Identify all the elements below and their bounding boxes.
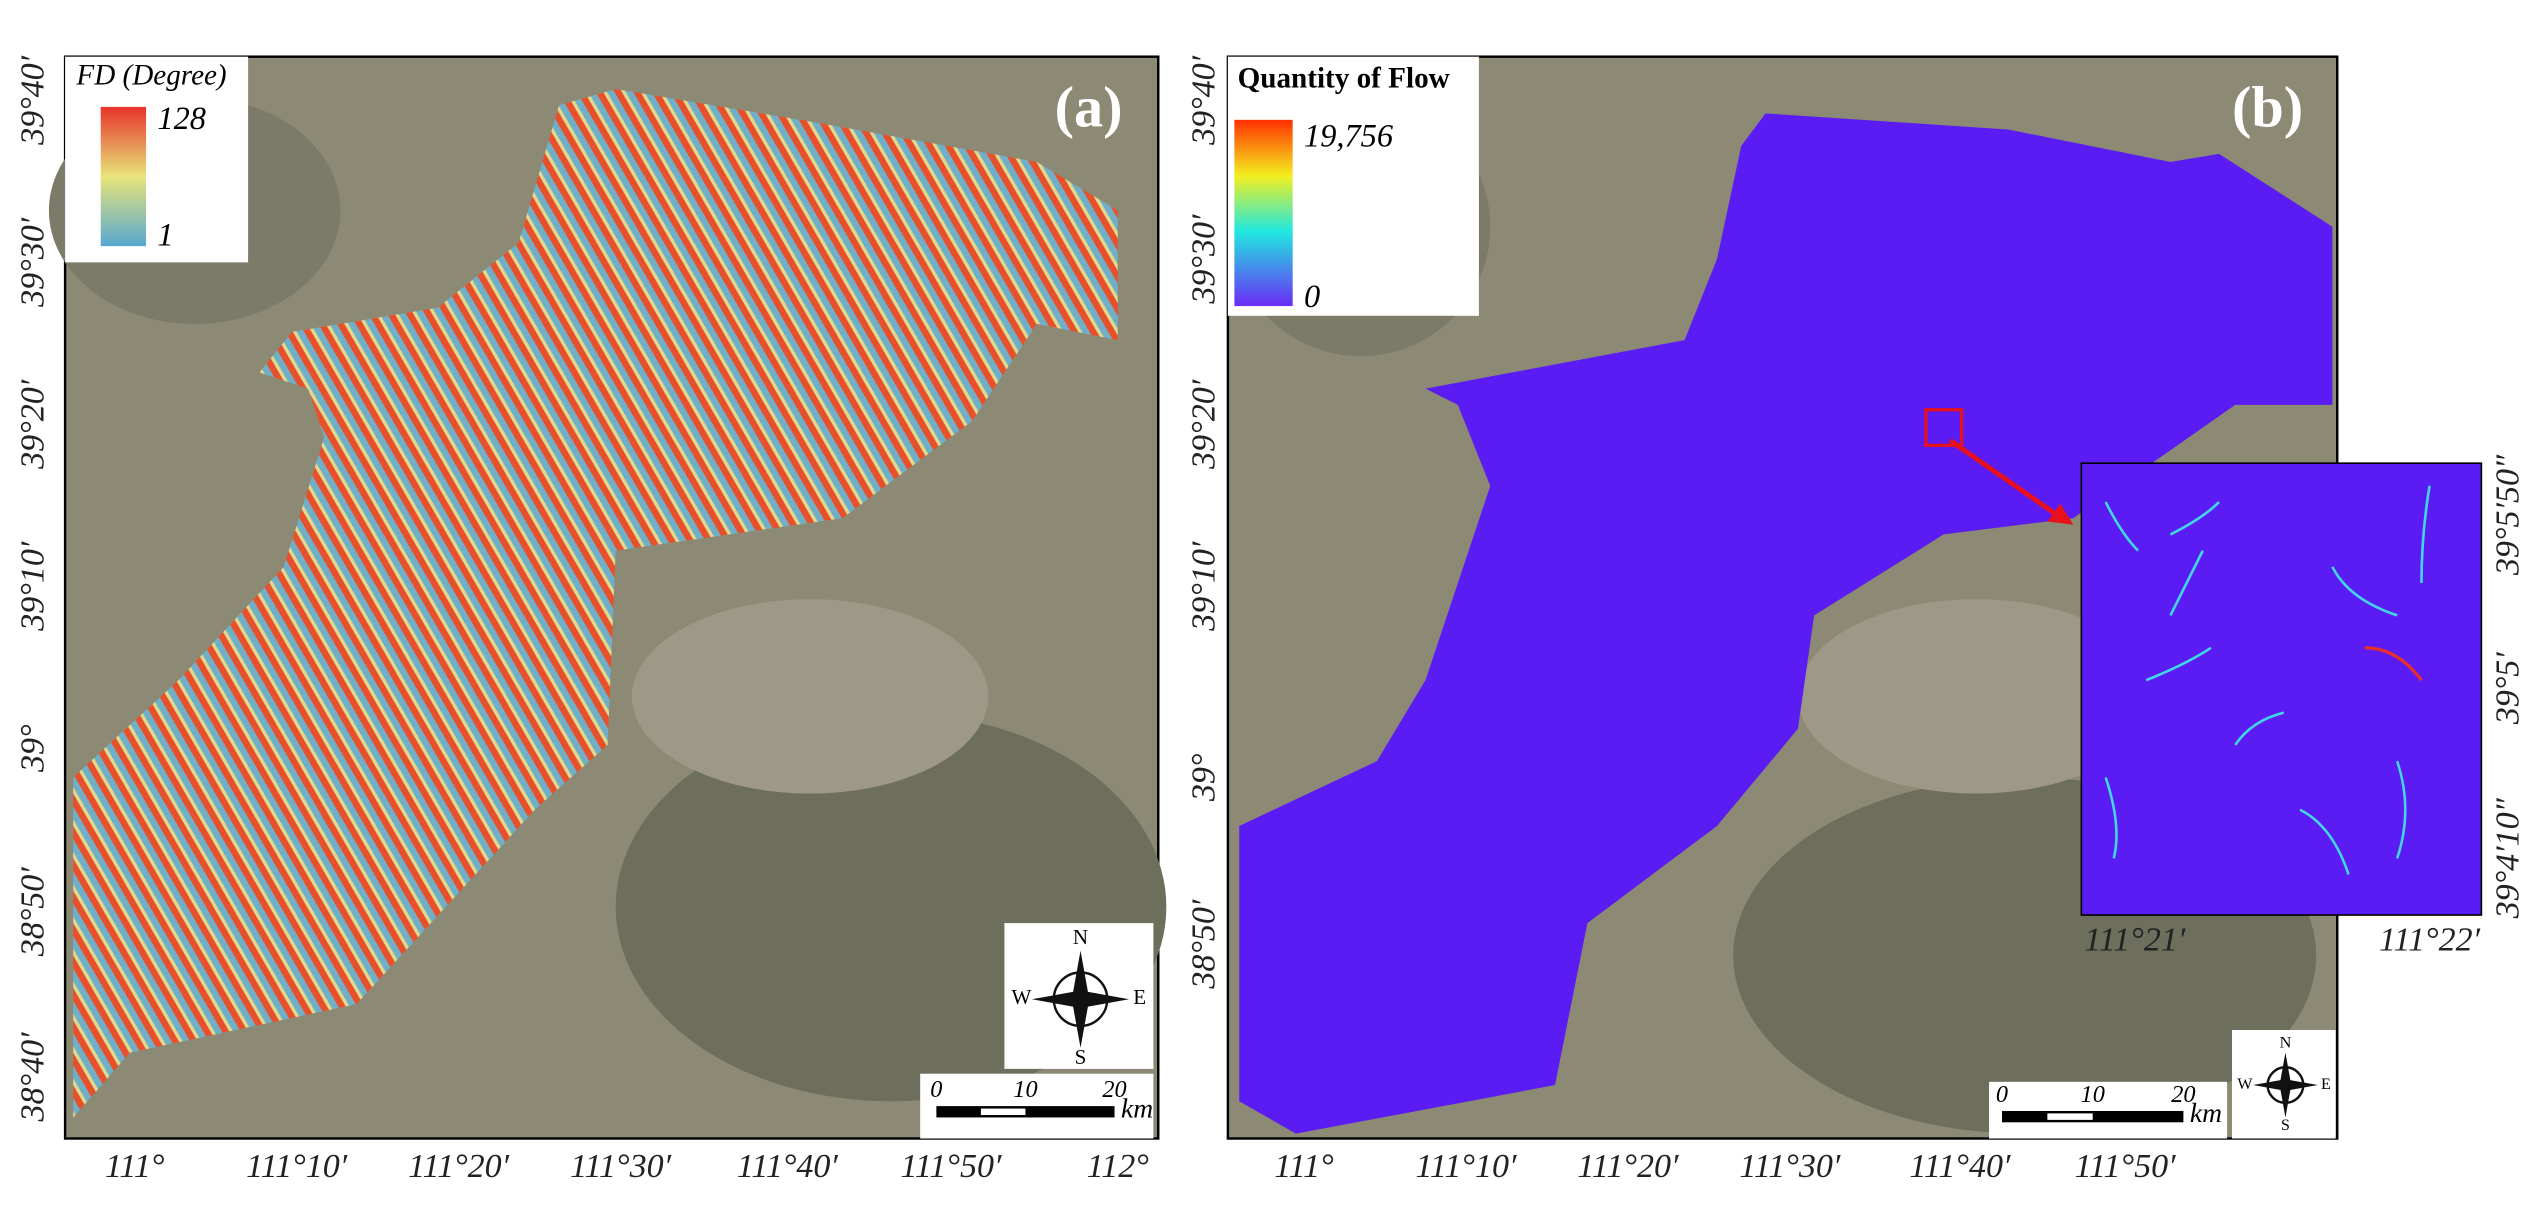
legend xyxy=(65,56,249,263)
compass-letter: N xyxy=(2280,1033,2292,1051)
latitude-label: 39°5′50″ xyxy=(2489,454,2526,576)
latitude-label: 38°40′ xyxy=(15,1032,52,1123)
longitude-label: 111°22′ xyxy=(2379,921,2481,958)
compass-letter: E xyxy=(2321,1075,2331,1093)
scale-label: 10 xyxy=(1013,1076,1037,1103)
latitude-label: 39°10′ xyxy=(1186,541,1223,632)
legend-min: 0 xyxy=(1304,279,1320,315)
legend-max: 128 xyxy=(157,101,206,137)
latitude-label: 39°4′10″ xyxy=(2489,797,2526,919)
stream xyxy=(2145,646,2212,682)
compass-letter: W xyxy=(2237,1075,2253,1093)
panel-label: (a) xyxy=(1055,74,1123,139)
panel-a: (a) FD (Degree) 128 1 xyxy=(48,55,1167,1140)
inset-streams xyxy=(2104,485,2431,875)
panel-b: (b) Quantity of Flow 19,756 0 xyxy=(1226,55,2483,1140)
scale-unit: km xyxy=(2190,1097,2222,1128)
longitude-label: 111°10′ xyxy=(1415,1148,1517,1185)
scale-bar-segment xyxy=(980,1108,1026,1116)
stream xyxy=(2395,760,2407,859)
basin-flow-direction xyxy=(73,89,1118,1118)
stream xyxy=(2104,776,2118,859)
longitude-label: 111°40′ xyxy=(737,1148,839,1185)
latitude-label: 38°50′ xyxy=(1186,899,1223,990)
terrain xyxy=(631,599,989,794)
latitude-label: 39° xyxy=(15,724,52,773)
scale-label: 10 xyxy=(2081,1081,2105,1108)
inset-arrow xyxy=(1948,438,2059,517)
latitude-label: 39°20′ xyxy=(15,379,52,470)
compass-letter: W xyxy=(1011,985,1031,1009)
compass-star xyxy=(1031,990,1130,1008)
legend-colorbar xyxy=(100,106,147,247)
scale-label: 20 xyxy=(1102,1076,1126,1103)
longitude-label: 111°30′ xyxy=(570,1148,672,1185)
legend-title: FD (Degree) xyxy=(75,59,226,91)
inset-arrowhead xyxy=(2047,503,2074,525)
inset-main-stream xyxy=(2364,646,2423,682)
latitude-label: 39°40′ xyxy=(15,55,52,146)
legend-colorbar xyxy=(1234,119,1293,307)
legend-title: Quantity of Flow xyxy=(1238,63,1450,95)
stream xyxy=(2299,808,2350,875)
longitude-label: 111°10′ xyxy=(246,1148,348,1185)
latitude-label: 39°5′ xyxy=(2489,652,2526,726)
terrain xyxy=(1797,599,2155,794)
longitude-label: 111°30′ xyxy=(1739,1148,1841,1185)
stream xyxy=(2169,550,2204,616)
stream xyxy=(2420,485,2431,584)
stream xyxy=(2104,501,2139,552)
longitude-label: 111°40′ xyxy=(1909,1148,2011,1185)
compass-ring xyxy=(1052,971,1109,1028)
stream xyxy=(2169,501,2220,536)
stream xyxy=(2331,566,2398,617)
longitude-label: 111°50′ xyxy=(2075,1148,2177,1185)
latitude-label: 39°30′ xyxy=(15,217,52,308)
inset-locator xyxy=(1924,408,1964,447)
compass-letter: E xyxy=(1133,985,1146,1009)
stream xyxy=(2234,711,2285,746)
longitude-label: 111° xyxy=(105,1148,165,1185)
inset-map xyxy=(2080,462,2483,916)
longitude-label: 111°20′ xyxy=(408,1148,510,1185)
scale-label: 0 xyxy=(930,1076,942,1103)
compass-letter: N xyxy=(1073,925,1088,949)
scale-bar-segment xyxy=(2047,1113,2093,1120)
latitude-label: 39° xyxy=(1186,753,1223,802)
longitude-label: 111°21′ xyxy=(2084,921,2186,958)
compass-letter: S xyxy=(1075,1045,1087,1069)
longitude-label: 111°50′ xyxy=(900,1148,1002,1185)
latitude-label: 39°40′ xyxy=(1186,55,1223,146)
scale-bar-box xyxy=(1989,1081,2228,1139)
scale-unit: km xyxy=(1121,1092,1153,1123)
latitude-label: 38°50′ xyxy=(15,867,52,958)
longitude-label: 111°20′ xyxy=(1577,1148,1679,1185)
latitude-label: 39°20′ xyxy=(1186,379,1223,470)
basin-flow-quantity xyxy=(1239,113,2333,1134)
latitude-label: 39°30′ xyxy=(1186,214,1223,305)
legend-min: 1 xyxy=(157,218,173,254)
panel-label: (b) xyxy=(2232,74,2303,139)
labels: 39°40′ 39°30′ 39°20′ 39°10′ 39° 38°50′ 38°40′ 1… xyxy=(15,55,2527,1185)
scale-label: 20 xyxy=(2171,1081,2195,1108)
longitude-label: 111° xyxy=(1274,1148,1334,1185)
compass-ring xyxy=(2266,1066,2305,1105)
scale-label: 0 xyxy=(1996,1081,2008,1108)
legend-max: 19,756 xyxy=(1304,119,1394,155)
longitude-label: 112° xyxy=(1087,1148,1149,1185)
compass-letter: S xyxy=(2281,1116,2290,1134)
latitude-label: 39°10′ xyxy=(15,541,52,632)
